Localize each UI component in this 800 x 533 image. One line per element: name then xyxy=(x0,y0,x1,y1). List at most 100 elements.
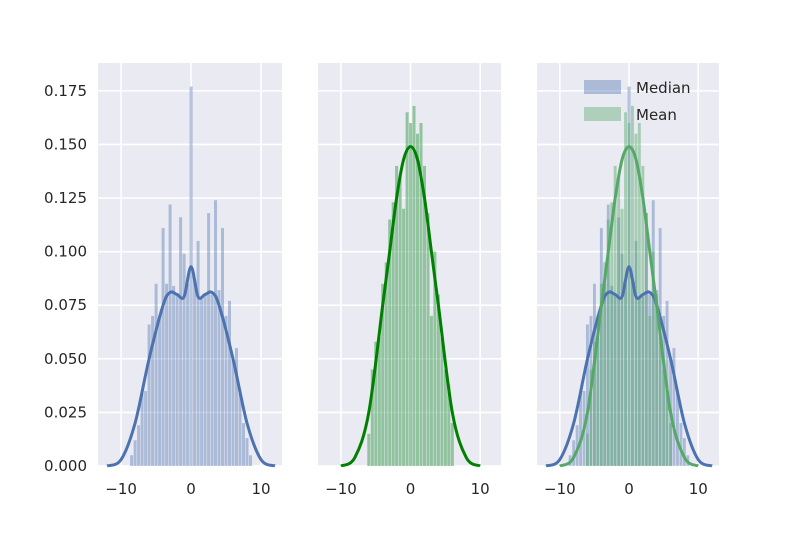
hist-bar xyxy=(412,105,416,467)
x-tick-label: 0 xyxy=(406,480,416,498)
hist-bar xyxy=(405,112,409,467)
hist-bar xyxy=(637,298,641,466)
hist-bar xyxy=(669,423,672,466)
hist-bar xyxy=(624,112,627,467)
hist-bar xyxy=(436,294,440,466)
hist-bar xyxy=(634,240,638,466)
hist-bar xyxy=(231,358,235,466)
hist-bar xyxy=(182,253,186,466)
hist-bar xyxy=(151,315,155,466)
hist-bar xyxy=(154,283,158,466)
hist-bar xyxy=(419,123,423,466)
hist-bar xyxy=(603,283,607,466)
hist-bar xyxy=(168,204,172,466)
hist-bar xyxy=(433,251,437,466)
hist-bar xyxy=(409,123,413,466)
hist-bar xyxy=(606,219,610,466)
hist-bar xyxy=(655,294,659,466)
hist-bar xyxy=(374,341,378,466)
y-axis-ticks: 0.000 0.025 0.050 0.075 0.100 0.125 0.150 0.175 xyxy=(44,82,87,475)
hist-bar xyxy=(161,228,165,466)
hist-bar xyxy=(617,217,621,466)
hist-bar xyxy=(381,283,385,466)
hist-bar xyxy=(370,369,374,466)
hist-bar xyxy=(644,213,648,466)
hist-bar xyxy=(137,425,141,466)
hist-bar xyxy=(610,285,614,466)
hist-bar xyxy=(217,290,221,466)
hist-bar xyxy=(429,315,433,466)
hist-bar xyxy=(665,384,669,466)
legend-median-swatch xyxy=(584,80,621,94)
hist-bar xyxy=(672,348,676,466)
hist-bar xyxy=(158,315,162,466)
hist-bar xyxy=(426,213,430,466)
x-tick-label: 10 xyxy=(689,480,708,498)
hist-bar xyxy=(235,348,238,466)
hist-bar xyxy=(228,300,231,466)
hist-bar xyxy=(596,337,600,466)
x-tick-label: 10 xyxy=(471,480,490,498)
hist-bar xyxy=(144,391,148,466)
hist-bar xyxy=(620,253,624,466)
hist-bar xyxy=(586,433,589,466)
y-tick-label: 0.025 xyxy=(44,403,87,421)
x-tick-label: 0 xyxy=(624,480,634,498)
hist-bar xyxy=(572,440,576,466)
panel-median: −10 0 10 xyxy=(98,63,282,498)
hist-bar xyxy=(384,262,388,466)
hist-bar xyxy=(648,294,652,466)
x-tick-label: 0 xyxy=(186,480,196,498)
hist-bar xyxy=(644,213,648,466)
hist-bar xyxy=(140,393,144,466)
x-tick-label: −10 xyxy=(544,480,576,498)
hist-bar xyxy=(603,262,607,466)
hist-bar xyxy=(377,337,381,466)
hist-bar xyxy=(651,200,655,466)
hist-bar xyxy=(416,133,419,466)
hist-bar xyxy=(593,341,596,466)
hist-bar xyxy=(631,281,634,466)
y-tick-label: 0.150 xyxy=(44,135,87,153)
hist-bar xyxy=(221,228,224,466)
hist-bar xyxy=(214,200,217,466)
legend-mean-swatch xyxy=(584,107,621,121)
y-tick-label: 0.100 xyxy=(44,243,87,261)
y-tick-label: 0.050 xyxy=(44,350,87,368)
hist-bar xyxy=(249,455,252,466)
hist-bar xyxy=(189,86,193,466)
hist-bar xyxy=(402,208,406,467)
panel-overlay: −10 0 10 xyxy=(537,63,719,498)
hist-bar xyxy=(682,438,686,466)
x-tick-label: −10 xyxy=(325,480,357,498)
plot-area xyxy=(537,63,719,466)
hist-bar xyxy=(133,440,137,466)
legend-mean-label: Mean xyxy=(636,106,677,124)
hist-bar xyxy=(620,208,624,467)
hist-bar xyxy=(179,217,183,466)
hist-bar xyxy=(648,315,652,466)
y-tick-label: 0.175 xyxy=(44,82,87,100)
hist-bar xyxy=(203,294,207,466)
hist-bar xyxy=(391,202,395,467)
hist-bar xyxy=(450,423,454,466)
hist-bar xyxy=(613,165,617,466)
hist-bar xyxy=(586,324,589,466)
panel-mean: −10 0 10 xyxy=(318,63,501,498)
hist-bar xyxy=(245,438,249,466)
x-tick-label: 10 xyxy=(251,480,270,498)
hist-bar xyxy=(658,337,662,466)
y-tick-label: 0.075 xyxy=(44,296,87,314)
hist-bar xyxy=(606,204,610,466)
hist-bar xyxy=(238,393,242,466)
hist-bar xyxy=(624,283,627,466)
hist-bar xyxy=(210,294,214,466)
hist-bar xyxy=(147,324,151,466)
kde-line xyxy=(545,265,713,468)
kde-line xyxy=(340,145,481,468)
hist-bar xyxy=(596,315,600,466)
hist-bar xyxy=(186,283,190,466)
hist-bar xyxy=(575,425,579,466)
plot-area xyxy=(98,63,282,466)
